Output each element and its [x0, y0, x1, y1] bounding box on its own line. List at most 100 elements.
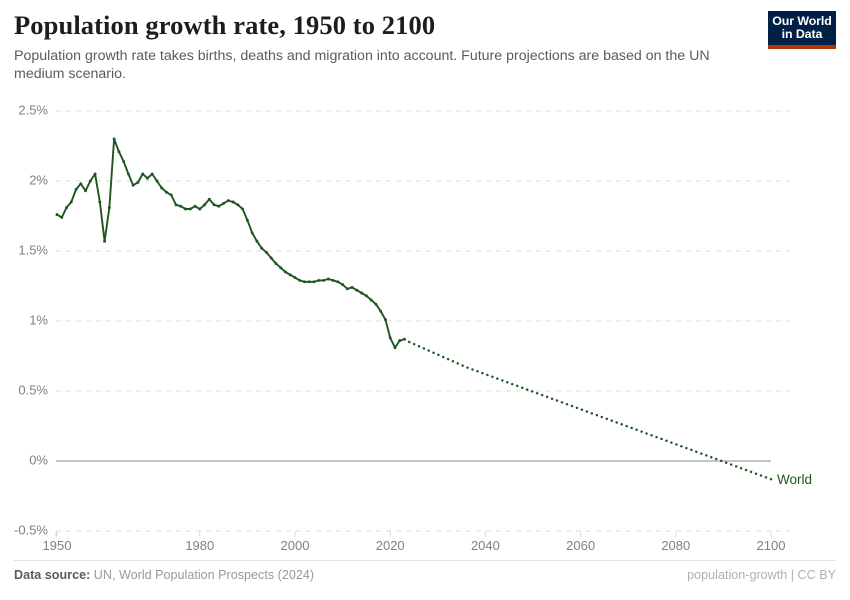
- data-point-marker: [274, 262, 278, 266]
- data-point-marker: [203, 203, 207, 207]
- our-world-in-data-logo[interactable]: Our World in Data: [768, 11, 836, 49]
- data-point-marker: [226, 199, 230, 203]
- data-point-marker: [317, 278, 321, 282]
- logo-line-1: Our World: [772, 13, 832, 28]
- data-point-marker: [398, 339, 402, 343]
- data-point-marker: [369, 298, 373, 302]
- data-point-marker: [79, 182, 83, 186]
- data-point-marker: [269, 256, 273, 260]
- data-point-marker: [355, 288, 359, 292]
- data-point-marker: [336, 280, 340, 284]
- y-axis-tick-label: 2.5%: [18, 102, 48, 117]
- x-axis-tick-labels: 1950 1980 2000 2020 2040 2060 2080 2100: [43, 538, 786, 553]
- series-end-labels: World: [777, 472, 812, 487]
- data-point-marker: [383, 318, 387, 322]
- series-line-world[interactable]: [408, 340, 773, 481]
- data-point-marker: [255, 239, 259, 243]
- data-point-marker: [55, 213, 59, 217]
- data-point-marker: [88, 179, 92, 183]
- data-point-marker: [241, 207, 245, 211]
- data-point-marker: [145, 176, 149, 180]
- data-point-marker: [312, 280, 316, 284]
- data-point-marker: [360, 291, 364, 295]
- data-point-marker: [69, 200, 73, 204]
- page-title: Population growth rate, 1950 to 2100: [14, 10, 436, 40]
- data-point-marker: [103, 239, 107, 243]
- data-point-marker: [217, 204, 221, 208]
- data-point-marker: [60, 215, 64, 219]
- data-source-label: Data source:: [14, 568, 91, 582]
- data-point-marker: [74, 187, 78, 191]
- gridlines: [56, 110, 790, 532]
- data-point-marker: [93, 172, 97, 176]
- data-point-marker: [326, 277, 330, 281]
- series-line-world[interactable]: [56, 138, 406, 349]
- data-point-marker: [122, 159, 126, 163]
- y-axis-tick-labels: 2.5% 2% 1.5% 1% 0.5% 0% -0.5%: [14, 102, 48, 537]
- data-point-marker: [307, 280, 311, 284]
- data-point-marker: [298, 278, 302, 282]
- data-point-marker: [345, 287, 349, 291]
- data-point-marker: [84, 189, 88, 193]
- data-point-marker: [260, 246, 264, 250]
- data-point-marker: [231, 200, 235, 204]
- data-point-marker: [126, 172, 130, 176]
- data-point-marker: [303, 280, 306, 284]
- x-axis-tick-label: 2020: [376, 538, 405, 553]
- data-source: Data source: UN, World Population Prospe…: [14, 568, 314, 582]
- x-axis-tick-label: 1950: [43, 538, 72, 553]
- x-axis-tick-label: 2040: [471, 538, 500, 553]
- data-point-marker: [179, 204, 183, 208]
- data-point-marker: [379, 309, 383, 313]
- y-axis-tick-label: 2%: [29, 172, 48, 187]
- chart-subtitle: Population growth rate takes births, dea…: [14, 47, 710, 83]
- data-point-marker: [288, 273, 292, 277]
- data-point-marker: [388, 336, 392, 340]
- x-axis-tick-label: 1980: [185, 538, 214, 553]
- series-label-world[interactable]: World: [777, 472, 812, 487]
- data-point-marker: [131, 183, 135, 187]
- data-point-marker: [65, 206, 68, 210]
- y-axis-tick-label: -0.5%: [14, 522, 48, 537]
- data-point-marker: [98, 200, 102, 204]
- y-axis-tick-label: 1%: [29, 312, 48, 327]
- data-point-marker: [169, 193, 173, 197]
- data-point-marker: [322, 278, 326, 282]
- data-point-marker: [155, 179, 159, 183]
- series-lines[interactable]: [55, 137, 773, 481]
- data-point-marker: [112, 137, 116, 141]
- data-point-marker: [193, 204, 197, 208]
- data-point-marker: [293, 276, 297, 280]
- license-note[interactable]: population-growth | CC BY: [687, 568, 836, 582]
- data-point-marker: [264, 250, 268, 254]
- data-point-marker: [150, 172, 154, 176]
- data-source-value: UN, World Population Prospects (2024): [90, 568, 315, 582]
- data-point-marker: [250, 231, 254, 235]
- data-point-marker: [222, 201, 226, 205]
- data-point-marker: [236, 203, 240, 207]
- chart-footer: Data source: UN, World Population Prospe…: [14, 568, 836, 582]
- data-point-marker: [188, 207, 192, 211]
- y-axis-tick-label: 1.5%: [18, 242, 48, 257]
- data-point-marker: [107, 206, 111, 210]
- x-axis-tick-label: 2060: [566, 538, 595, 553]
- footer-divider: [14, 560, 836, 561]
- data-point-marker: [165, 190, 168, 194]
- logo-text: Our World in Data: [772, 13, 832, 41]
- data-point-marker: [117, 150, 121, 154]
- data-point-marker: [184, 207, 187, 211]
- data-point-marker: [341, 283, 345, 287]
- data-point-marker: [160, 186, 164, 190]
- series-projection-connector: [403, 338, 411, 344]
- x-axis-tick-label: 2080: [661, 538, 690, 553]
- data-point-marker: [284, 270, 287, 274]
- data-point-marker: [136, 180, 140, 184]
- data-point-marker: [331, 278, 335, 282]
- data-point-marker: [279, 266, 283, 270]
- data-point-marker: [141, 172, 145, 176]
- data-point-marker: [207, 197, 211, 201]
- data-point-marker: [198, 207, 202, 211]
- data-point-marker: [393, 346, 397, 350]
